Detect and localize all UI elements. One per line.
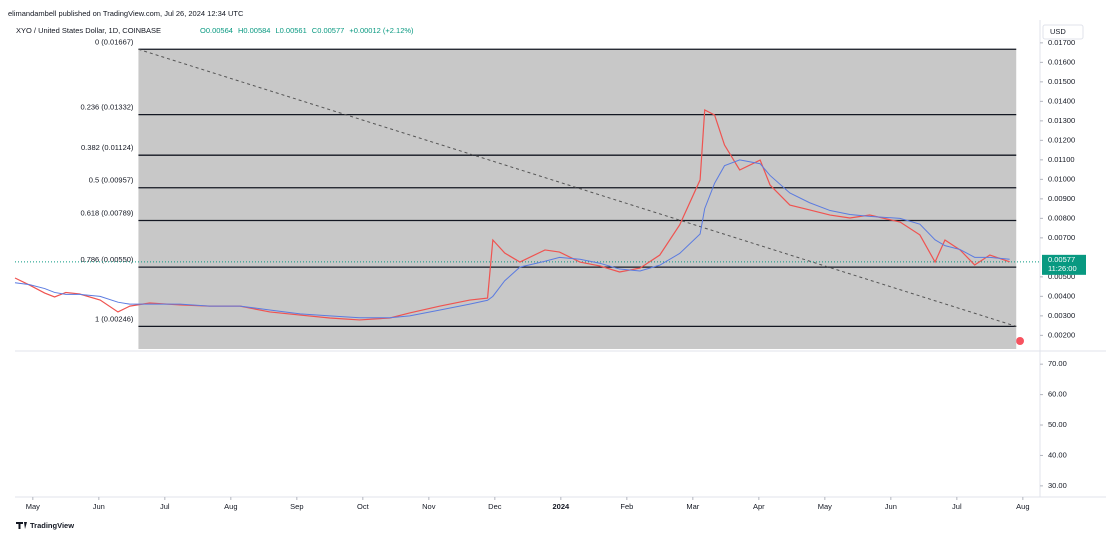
y-tick-label: 0.01300 <box>1048 116 1075 125</box>
lower-y-tick-label: 70.00 <box>1048 359 1067 368</box>
lower-y-tick-label: 50.00 <box>1048 420 1067 429</box>
y-tick-label: 0.00900 <box>1048 194 1075 203</box>
ohlc-value: O0.00564 <box>200 26 233 35</box>
ohlc-value: C0.00577 <box>312 26 345 35</box>
x-tick-label: Jun <box>885 502 897 511</box>
x-tick-label: Jul <box>952 502 962 511</box>
symbol: XYO / United States Dollar, 1D, COINBASE <box>16 26 161 35</box>
x-tick-label: Feb <box>620 502 633 511</box>
fib-label: 0 (0.01667) <box>95 37 134 46</box>
y-tick-label: 0.01500 <box>1048 77 1075 86</box>
fib-background <box>138 49 1017 349</box>
event-icon[interactable] <box>1015 336 1025 346</box>
y-tick-label: 0.00300 <box>1048 311 1075 320</box>
x-tick-label: 2024 <box>552 502 570 511</box>
x-tick-label: Apr <box>753 502 765 511</box>
x-tick-label: Dec <box>488 502 502 511</box>
lower-y-tick-label: 40.00 <box>1048 450 1067 459</box>
y-tick-label: 0.01100 <box>1048 155 1075 164</box>
price-line <box>14 159 1010 319</box>
y-tick-label: 0.00400 <box>1048 291 1075 300</box>
badge-countdown: 11:26:00 <box>1048 264 1077 273</box>
x-tick-label: May <box>818 502 832 511</box>
x-tick-label: Aug <box>224 502 237 511</box>
x-tick-label: Oct <box>357 502 370 511</box>
x-tick-label: Aug <box>1016 502 1029 511</box>
ohlc-value: H0.00584 <box>238 26 271 35</box>
y-tick-label: 0.01000 <box>1048 174 1075 183</box>
x-tick-label: Nov <box>422 502 436 511</box>
x-tick-label: Sep <box>290 502 303 511</box>
y-tick-label: 0.00200 <box>1048 330 1075 339</box>
x-tick-label: Mar <box>686 502 699 511</box>
lower-y-tick-label: 60.00 <box>1048 390 1067 399</box>
publisher-line: elimandambell published on TradingView.c… <box>8 9 244 18</box>
y-tick-label: 0.01200 <box>1048 135 1075 144</box>
y-tick-label: 0.01600 <box>1048 57 1075 66</box>
lower-y-tick-label: 30.00 <box>1048 481 1067 490</box>
y-tick-label: 0.00800 <box>1048 213 1075 222</box>
y-tick-label: 0.00500 <box>1048 272 1075 281</box>
x-tick-label: May <box>26 502 40 511</box>
ohlc-value: +0.00012 (+2.12%) <box>349 26 414 35</box>
fib-label: 0.236 (0.01332) <box>80 103 133 112</box>
x-tick-label: Jul <box>160 502 170 511</box>
y-tick-label: 0.00700 <box>1048 233 1075 242</box>
brand: TradingView <box>30 521 74 530</box>
fib-label: 0.382 (0.01124) <box>81 143 134 152</box>
currency-box[interactable] <box>1042 24 1084 40</box>
y-tick-label: 0.01700 <box>1048 38 1075 47</box>
ohlc-value: L0.00561 <box>275 26 306 35</box>
x-tick-label: Jun <box>93 502 105 511</box>
fib-label: 1 (0.00246) <box>95 314 134 323</box>
fib-label: 0.5 (0.00957) <box>89 176 134 185</box>
currency: USD <box>1050 27 1066 36</box>
fib-label: 0.786 (0.00550) <box>80 255 133 264</box>
badge-bg <box>1042 254 1086 275</box>
badge-price: 0.00577 <box>1048 255 1075 264</box>
y-tick-label: 0.01400 <box>1048 96 1075 105</box>
fib-label: 0.618 (0.00789) <box>80 208 133 217</box>
brand-logo <box>16 522 27 529</box>
